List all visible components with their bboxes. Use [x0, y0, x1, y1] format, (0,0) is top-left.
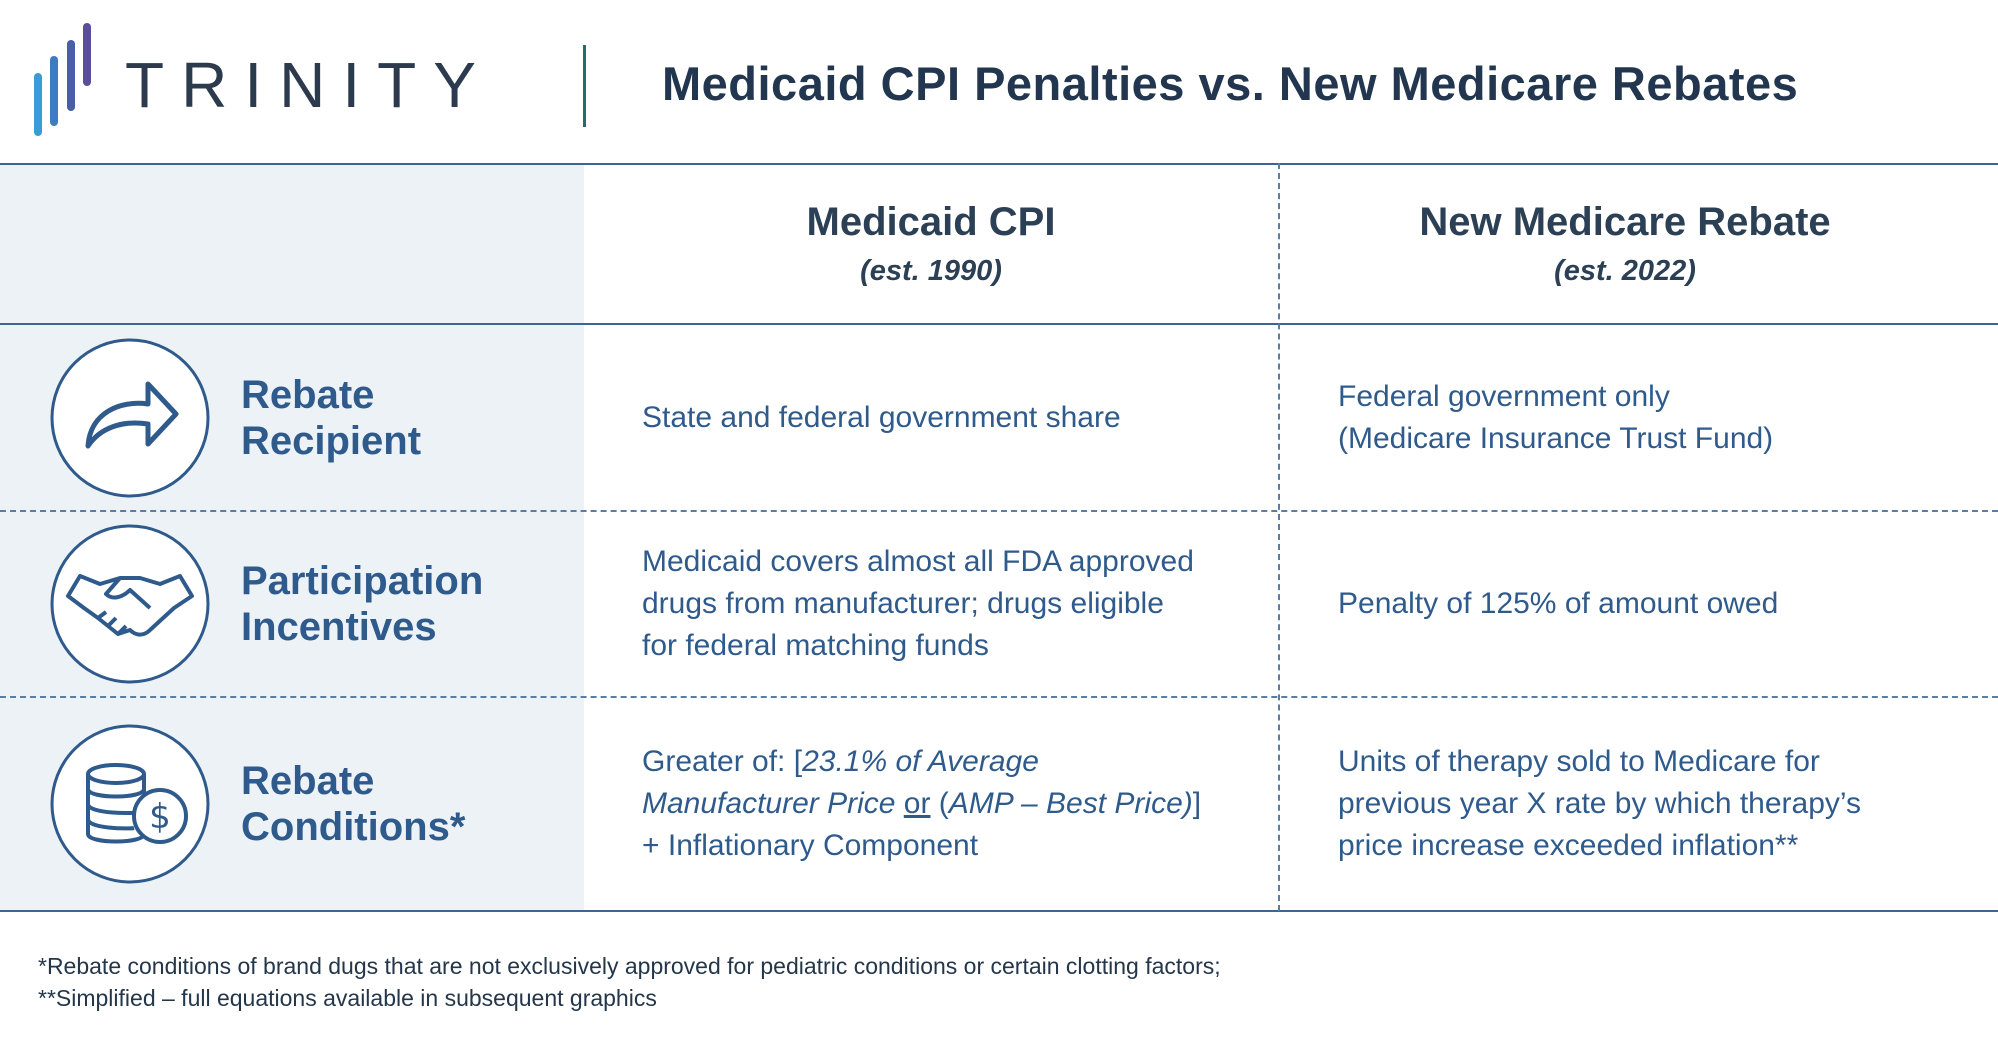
- cell-line: previous year X rate by which therapy’s: [1338, 783, 1861, 825]
- cell-line: Manufacturer Price or (AMP – Best Price)…: [642, 783, 1201, 825]
- cell-text: Manufacturer Price: [642, 787, 904, 820]
- rule: [0, 910, 1998, 912]
- column-divider: [1278, 163, 1280, 911]
- column-subtitle: (est. 2022): [1554, 255, 1696, 287]
- cell: Federal government only (Medicare Insuran…: [1338, 376, 1773, 460]
- footnote: *Rebate conditions of brand dugs that ar…: [38, 953, 1221, 979]
- column-header: New Medicare Rebate (est. 2022): [1278, 200, 1972, 288]
- cell-line: + Inflationary Component: [642, 825, 1201, 867]
- cell-text: for federal matching funds: [642, 629, 989, 662]
- column-title: New Medicare Rebate: [1419, 200, 1831, 244]
- row-label: Rebate Conditions*: [241, 758, 465, 850]
- cell-line: (Medicare Insurance Trust Fund): [1338, 418, 1773, 460]
- row-icon: [50, 524, 210, 684]
- cell: State and federal government share: [642, 397, 1121, 439]
- svg-text:$: $: [149, 797, 171, 837]
- footnote: **Simplified – full equations available …: [38, 985, 657, 1011]
- cell-line: Units of therapy sold to Medicare for: [1338, 741, 1861, 783]
- cell: Units of therapy sold to Medicare for pre…: [1338, 741, 1861, 867]
- cell-text: Penalty of 125% of amount owed: [1338, 587, 1779, 620]
- cell-text: ]: [1192, 787, 1202, 820]
- cell-text: drugs from manufacturer; drugs eligible: [642, 587, 1164, 620]
- row-label-line: Rebate: [241, 372, 375, 417]
- logo-mark: [34, 23, 91, 136]
- row-label-line: Participation: [241, 559, 484, 603]
- page-title: Medicaid CPI Penalties vs. New Medicare …: [662, 57, 1799, 110]
- cell-line: Greater of: [23.1% of Average: [642, 741, 1201, 783]
- column-subtitle: (est. 1990): [860, 255, 1002, 287]
- cell-text: price increase exceeded inflation**: [1338, 829, 1799, 862]
- row-label-line: Incentives: [241, 605, 437, 649]
- cell-text: 23.1% of Average: [802, 745, 1039, 778]
- cell-line: for federal matching funds: [642, 625, 1194, 667]
- column-title: Medicaid CPI: [806, 200, 1056, 244]
- cell-text: Units of therapy sold to Medicare for: [1338, 745, 1820, 778]
- cell-text: Medicaid covers almost all FDA approved: [642, 545, 1194, 578]
- cell-line: Federal government only: [1338, 376, 1773, 418]
- cell: Medicaid covers almost all FDA approved d…: [642, 541, 1194, 667]
- cell-line: price increase exceeded inflation**: [1338, 825, 1861, 867]
- row-divider: [0, 696, 1998, 698]
- row-label-line: Conditions*: [241, 805, 466, 849]
- row-divider: [0, 510, 1998, 512]
- rule: [0, 323, 1998, 325]
- header-divider: [583, 45, 586, 127]
- cell-line: Medicaid covers almost all FDA approved: [642, 541, 1194, 583]
- row-icon: [50, 338, 210, 497]
- row-label: Rebate Recipient: [241, 372, 421, 464]
- logo-text: TRINITY: [125, 49, 493, 121]
- cell-text: Greater of: [: [642, 745, 803, 778]
- cell-text: Federal government only: [1338, 379, 1670, 413]
- cell-text: State and federal government share: [642, 400, 1121, 434]
- rule: [0, 163, 1998, 165]
- row-label-line: Rebate: [241, 759, 375, 803]
- cell-line: drugs from manufacturer; drugs eligible: [642, 583, 1194, 625]
- cell-text: or: [903, 787, 931, 820]
- cell: Penalty of 125% of amount owed: [1338, 583, 1778, 625]
- column-header: Medicaid CPI (est. 1990): [584, 200, 1278, 288]
- row-label-line: Recipient: [241, 418, 422, 463]
- cell-text: previous year X rate by which therapy’s: [1338, 787, 1862, 820]
- cell-text: AMP – Best Price): [948, 787, 1193, 820]
- cell-line: State and federal government share: [642, 397, 1121, 439]
- cell: Greater of: [23.1% of Average Manufacture…: [642, 741, 1201, 867]
- cell-text: (: [930, 787, 949, 820]
- row-icon: $: [50, 724, 210, 884]
- cell-line: Penalty of 125% of amount owed: [1338, 583, 1778, 625]
- cell-text: (Medicare Insurance Trust Fund): [1338, 421, 1774, 455]
- cell-text: + Inflationary Component: [642, 829, 979, 862]
- row-label: Participation Incentives: [241, 558, 483, 650]
